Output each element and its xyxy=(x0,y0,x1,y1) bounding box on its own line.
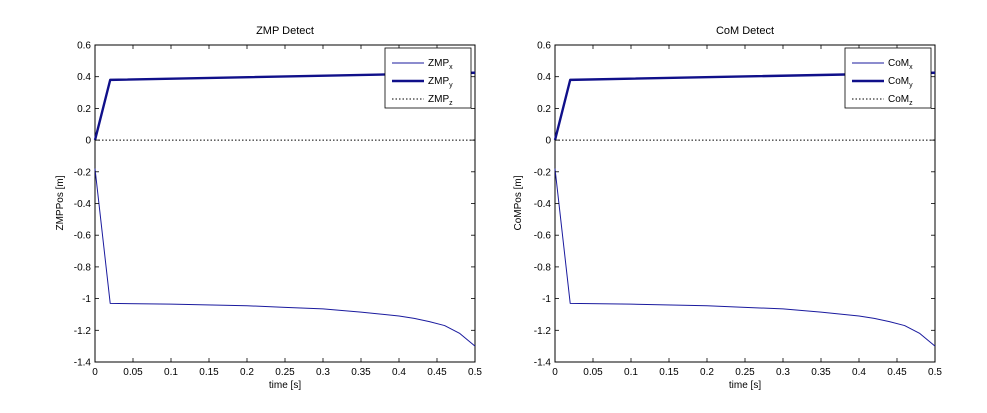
x-tick-label: 0.05 xyxy=(123,367,143,378)
legend-entry-y: ZMPy xyxy=(428,76,453,89)
y-tick-label: -0.4 xyxy=(74,199,92,210)
y-tick-label: -0.2 xyxy=(534,167,552,178)
y-tick-label: 0.6 xyxy=(77,41,91,52)
series-lines xyxy=(93,71,476,347)
x-tick-label: 0.15 xyxy=(199,367,219,378)
x-axis-label: time [s] xyxy=(729,380,761,391)
y-tick-label: -0.6 xyxy=(534,231,552,242)
legend-entry-z: ZMPz xyxy=(428,94,453,107)
y-tick-label: -1.4 xyxy=(534,358,552,369)
chart-com-detect: CoM Detect 0 0.05 0.1 0.15 0.2 0.25 0.3 0.35 0.4… xyxy=(513,25,942,391)
x-axis-label: time [s] xyxy=(269,380,301,391)
x-tick-label: 0.25 xyxy=(735,367,755,378)
x-tick-label: 0.2 xyxy=(240,367,254,378)
y-tick-label: 0 xyxy=(85,136,91,147)
series-lines xyxy=(553,71,936,347)
chart-zmp-detect: ZMP Detect 0 0.05 0.1 0.15 0.2 0.25 0.3 0.35 0.4… xyxy=(55,25,482,391)
x-tick-label: 0.4 xyxy=(392,367,406,378)
y-axis-label: ZMPPos [m] xyxy=(55,175,66,230)
x-tick-label: 0 xyxy=(552,367,558,378)
x-tick-label: 0.15 xyxy=(659,367,679,378)
series-line-x xyxy=(554,168,936,347)
x-tick-label: 0.5 xyxy=(468,367,482,378)
legend: CoMx CoMy CoMz xyxy=(844,47,932,109)
y-ticks: -1.4 -1.2 -1 -0.8 -0.6 -0.4 -0.2 0 0.2 0.4 0.6 xyxy=(74,41,475,369)
series-line-y xyxy=(553,71,936,141)
y-tick-label: -0.8 xyxy=(534,262,552,273)
x-tick-label: 0.1 xyxy=(624,367,638,378)
x-tick-label: 0.05 xyxy=(583,367,603,378)
x-tick-label: 0 xyxy=(92,367,98,378)
x-tick-label: 0.35 xyxy=(351,367,371,378)
legend: ZMPx ZMPy ZMPz xyxy=(384,47,472,109)
legend-box xyxy=(844,47,932,109)
y-tick-label: -0.8 xyxy=(74,262,92,273)
y-tick-label: -0.2 xyxy=(74,167,92,178)
x-ticks: 0 0.05 0.1 0.15 0.2 0.25 0.3 0.35 0.4 0.45 0.5 xyxy=(552,45,942,378)
x-tick-label: 0.2 xyxy=(700,367,714,378)
x-tick-label: 0.4 xyxy=(852,367,866,378)
series-line-x xyxy=(94,168,476,347)
y-tick-label: 0.6 xyxy=(537,41,551,52)
y-tick-label: -1.2 xyxy=(74,326,92,337)
x-tick-label: 0.3 xyxy=(316,367,330,378)
y-tick-label: 0.4 xyxy=(77,72,91,83)
y-tick-label: -1.2 xyxy=(534,326,552,337)
legend-entry-x: ZMPx xyxy=(428,58,453,71)
legend-entry-y: CoMy xyxy=(888,76,913,89)
legend-entry-x: CoMx xyxy=(888,58,913,71)
x-tick-label: 0.25 xyxy=(275,367,295,378)
y-tick-label: -1.4 xyxy=(74,358,92,369)
x-tick-label: 0.3 xyxy=(776,367,790,378)
y-tick-label: -1 xyxy=(82,294,91,305)
x-tick-label: 0.1 xyxy=(164,367,178,378)
y-tick-label: 0 xyxy=(545,136,551,147)
x-tick-label: 0.35 xyxy=(811,367,831,378)
chart-title: CoM Detect xyxy=(716,25,774,37)
y-tick-label: -0.6 xyxy=(74,231,92,242)
y-tick-label: -1 xyxy=(542,294,551,305)
y-axis-label: CoMPos [m] xyxy=(513,175,524,230)
x-tick-label: 0.45 xyxy=(427,367,447,378)
x-ticks: 0 0.05 0.1 0.15 0.2 0.25 0.3 0.35 0.4 0.45 0.5 xyxy=(92,45,482,378)
x-tick-label: 0.45 xyxy=(887,367,907,378)
y-tick-label: 0.2 xyxy=(77,104,91,115)
legend-entry-z: CoMz xyxy=(888,94,913,107)
y-ticks: -1.4 -1.2 -1 -0.8 -0.6 -0.4 -0.2 0 0.2 0.4 0.6 xyxy=(534,41,935,369)
y-tick-label: 0.2 xyxy=(537,104,551,115)
y-tick-label: 0.4 xyxy=(537,72,551,83)
legend-box xyxy=(384,47,472,109)
chart-title: ZMP Detect xyxy=(256,25,314,37)
x-tick-label: 0.5 xyxy=(928,367,942,378)
series-line-y xyxy=(93,71,476,141)
y-tick-label: -0.4 xyxy=(534,199,552,210)
